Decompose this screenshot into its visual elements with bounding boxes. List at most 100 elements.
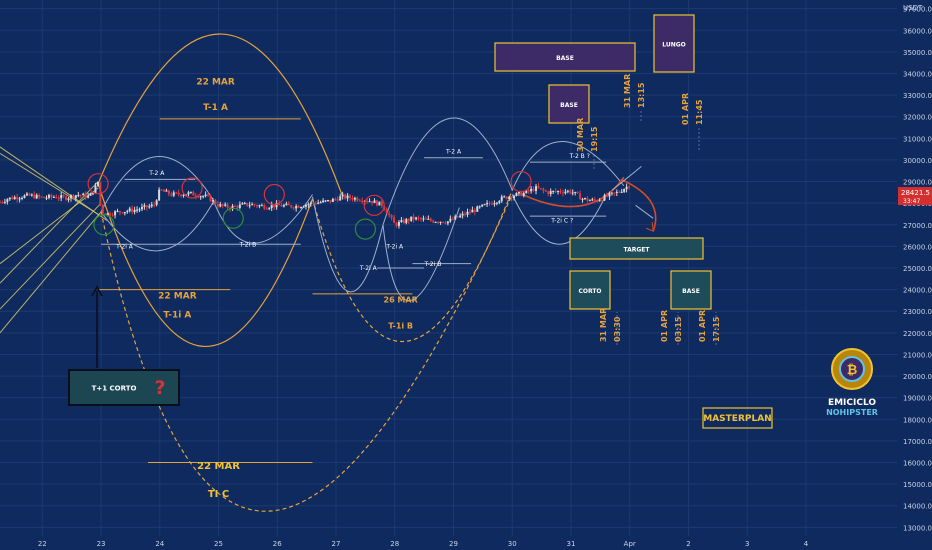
candle-body bbox=[236, 206, 239, 208]
candle-body bbox=[1, 202, 4, 204]
x-tick-label: 27 bbox=[332, 540, 341, 548]
candle-body bbox=[60, 195, 63, 199]
candle-body bbox=[456, 216, 459, 218]
date-axis-bg bbox=[0, 536, 932, 550]
x-tick-label: 3 bbox=[745, 540, 749, 548]
candle-body bbox=[351, 198, 354, 200]
candle-body bbox=[601, 200, 604, 202]
annotation-box bbox=[569, 270, 611, 310]
candle-body bbox=[133, 209, 136, 212]
candle-body bbox=[189, 191, 192, 193]
candle-body bbox=[216, 204, 219, 207]
trend-lines bbox=[0, 146, 108, 334]
candle-body bbox=[145, 205, 148, 208]
candle-body bbox=[569, 190, 572, 193]
y-tick-label: 34000.0 bbox=[903, 70, 932, 78]
candle-body bbox=[397, 221, 400, 226]
annotation-box-label: TARGET bbox=[623, 247, 650, 254]
candle-body bbox=[498, 201, 501, 203]
y-tick-label: 17000.0 bbox=[903, 438, 932, 446]
candle-body bbox=[79, 194, 82, 196]
y-tick-label: 14000.0 bbox=[903, 503, 932, 511]
candle-body bbox=[109, 213, 112, 216]
candle-body bbox=[275, 203, 278, 208]
candle-body bbox=[155, 200, 158, 205]
pivot-circle bbox=[222, 207, 244, 229]
candle-body bbox=[121, 212, 124, 214]
candle-body bbox=[209, 195, 212, 202]
candle-body bbox=[339, 196, 342, 201]
candle-body bbox=[297, 206, 300, 208]
cycle-label: T-2i B bbox=[424, 261, 442, 268]
y-tick-label: 21000.0 bbox=[903, 351, 932, 359]
candle-body bbox=[537, 186, 540, 189]
candle-body bbox=[304, 204, 307, 207]
trend-line bbox=[0, 211, 102, 334]
candle-body bbox=[243, 202, 246, 204]
pivot-circle bbox=[93, 214, 115, 236]
candle-body bbox=[547, 191, 550, 194]
candle-body bbox=[175, 192, 178, 194]
cycle-label: 22 MAR bbox=[196, 77, 235, 87]
y-tick-label: 23000.0 bbox=[903, 308, 932, 316]
cycle-label: T-1i A bbox=[163, 311, 191, 321]
candle-body bbox=[581, 198, 584, 200]
candle-body bbox=[287, 203, 290, 206]
candle-body bbox=[380, 201, 383, 207]
y-tick-label: 27000.0 bbox=[903, 222, 932, 230]
grid bbox=[0, 0, 897, 536]
candle-body bbox=[38, 194, 41, 197]
x-tick-label: 22 bbox=[38, 540, 47, 548]
cycle-label: 22 MAR bbox=[197, 461, 240, 472]
candle-body bbox=[28, 193, 31, 196]
candle-body bbox=[490, 203, 493, 205]
candle-body bbox=[317, 202, 320, 204]
candle-body bbox=[165, 190, 168, 192]
candle-body bbox=[473, 209, 476, 212]
arrow-head bbox=[646, 222, 654, 233]
candle-body bbox=[136, 209, 139, 211]
candle-body bbox=[72, 195, 75, 198]
candle-body bbox=[358, 200, 361, 202]
vertical-date-label: 01 APR bbox=[681, 93, 690, 125]
cycle-label: T-1i B bbox=[388, 322, 413, 331]
candle-body bbox=[211, 200, 214, 202]
cycle-minor bbox=[212, 194, 313, 244]
candle-body bbox=[415, 217, 418, 220]
candle-body bbox=[336, 199, 339, 201]
candle-body bbox=[21, 197, 24, 199]
candle-body bbox=[30, 194, 33, 196]
candle-body bbox=[552, 190, 555, 192]
last-price-label: 28421.5 bbox=[901, 189, 930, 197]
candle-body bbox=[221, 204, 224, 206]
y-tick-label: 20000.0 bbox=[903, 373, 932, 381]
candle-body bbox=[268, 208, 271, 210]
candle-body bbox=[199, 196, 202, 198]
y-tick-label: 33000.0 bbox=[903, 92, 932, 100]
candle-body bbox=[579, 193, 582, 200]
candle-body bbox=[11, 197, 14, 200]
cycle-t1ib bbox=[311, 189, 513, 343]
candle-body bbox=[273, 205, 276, 208]
candle-body bbox=[270, 205, 273, 209]
candle-body bbox=[439, 221, 442, 223]
candle-body bbox=[530, 188, 533, 192]
trend-line bbox=[0, 187, 99, 265]
vertical-date-label: 01 APR bbox=[660, 310, 669, 342]
candle-body bbox=[52, 196, 55, 198]
candle-body bbox=[150, 204, 153, 207]
x-tick-label: 28 bbox=[390, 540, 399, 548]
candle-body bbox=[128, 208, 131, 212]
candle-body bbox=[263, 205, 266, 209]
candle-body bbox=[55, 196, 58, 199]
cycle-label: T-2i A bbox=[385, 244, 404, 251]
candle-body bbox=[224, 204, 227, 206]
annotation-box bbox=[68, 369, 180, 406]
candle-body bbox=[0, 202, 1, 204]
logo-brand-line1: EMICICLO bbox=[828, 398, 876, 408]
trend-line bbox=[0, 202, 102, 310]
candle-body bbox=[505, 196, 508, 199]
candle-body bbox=[231, 205, 234, 210]
candle-body bbox=[539, 188, 542, 190]
